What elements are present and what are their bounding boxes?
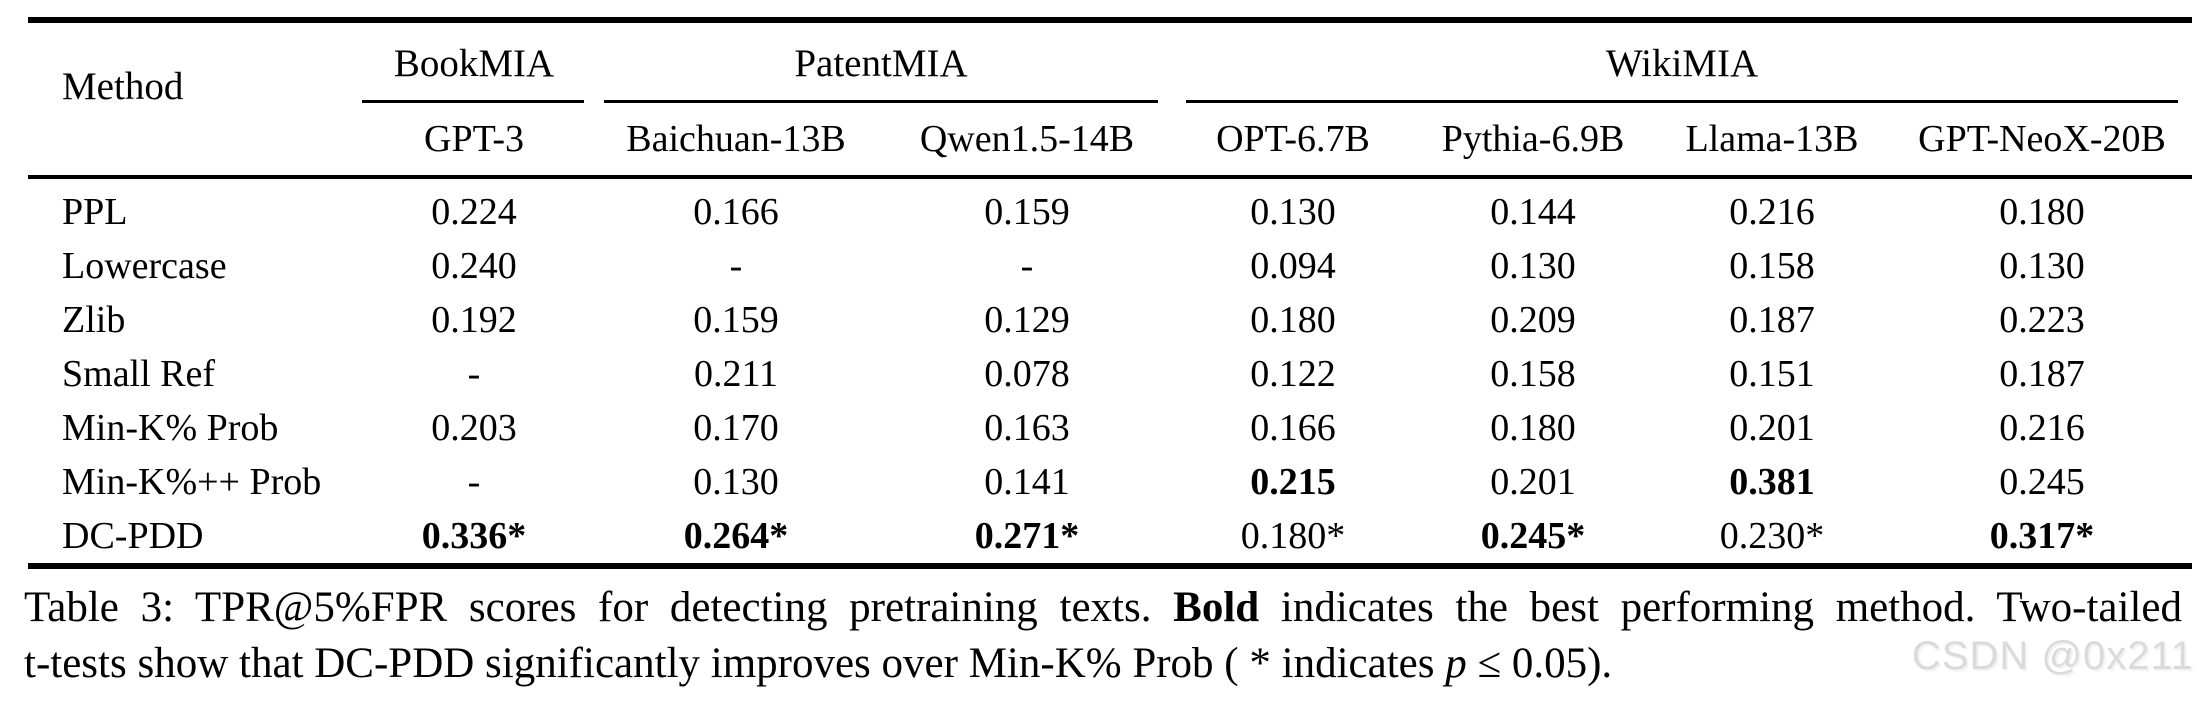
- value-cell: 0.144: [1490, 191, 1576, 233]
- method-cell: Zlib: [62, 299, 126, 341]
- value-cell: 0.129: [984, 299, 1070, 341]
- method-cell: Lowercase: [62, 245, 227, 287]
- table-row-minkprob: Min-K% Prob 0.203 0.170 0.163 0.166 0.18…: [28, 401, 2192, 455]
- table-row-ppl: PPL 0.224 0.166 0.159 0.130 0.144 0.216 …: [28, 177, 2192, 239]
- table-row-zlib: Zlib 0.192 0.159 0.129 0.180 0.209 0.187…: [28, 293, 2192, 347]
- method-cell: Min-K%++ Prob: [62, 461, 322, 503]
- value-cell: -: [467, 461, 481, 503]
- caption-bold-word: Bold: [1173, 584, 1260, 631]
- value-cell: 0.180: [1490, 407, 1576, 449]
- value-cell: 0.130: [1250, 191, 1336, 233]
- value-cell: 0.130: [1999, 245, 2085, 287]
- caption-line-2: t-tests show that DC-PDD significantly i…: [24, 636, 2182, 692]
- group-underline: [1186, 100, 2178, 103]
- value-cell: 0.163: [984, 407, 1070, 449]
- value-cell: 0.192: [431, 299, 517, 341]
- value-cell: -: [467, 353, 481, 395]
- caption-text: ≤ 0.05).: [1466, 640, 1613, 687]
- value-cell: 0.078: [984, 353, 1070, 395]
- model-header-pythia69b: Pythia-6.9B: [1414, 103, 1652, 179]
- group-underline: [604, 100, 1158, 103]
- caption-text: Table 3: TPR@5%FPR scores for detecting …: [24, 584, 1174, 631]
- value-cell: 0.216: [1999, 407, 2085, 449]
- table-caption: Table 3: TPR@5%FPR scores for detecting …: [24, 580, 2182, 692]
- caption-math-p: p: [1445, 640, 1467, 687]
- value-cell: 0.224: [431, 191, 517, 233]
- group-label: PatentMIA: [794, 41, 968, 85]
- model-header-llama13b: Llama-13B: [1652, 103, 1892, 179]
- value-cell: 0.130: [1490, 245, 1576, 287]
- table-row-minkpp: Min-K%++ Prob - 0.130 0.141 0.215 0.201 …: [28, 455, 2192, 509]
- value-cell: 0.223: [1999, 299, 2085, 341]
- value-cell: 0.180: [1999, 191, 2085, 233]
- value-cell: 0.216: [1729, 191, 1815, 233]
- value-cell: 0.211: [693, 353, 779, 395]
- value-cell-best: 0.317*: [1989, 515, 2095, 557]
- value-cell-best: 0.245*: [1480, 515, 1586, 557]
- value-cell: 0.159: [693, 299, 779, 341]
- group-header-patentmia: PatentMIA: [590, 20, 1172, 103]
- group-label: WikiMIA: [1605, 41, 1759, 85]
- model-header-row: GPT-3 Baichuan-13B Qwen1.5-14B OPT-6.7B …: [28, 103, 2192, 179]
- value-cell-best: 0.336*: [421, 515, 527, 557]
- method-cell: PPL: [62, 191, 128, 233]
- value-cell: -: [1020, 245, 1034, 287]
- value-cell: 0.201: [1490, 461, 1576, 503]
- value-cell: 0.245: [1999, 461, 2085, 503]
- group-header-bookmia: BookMIA: [358, 20, 590, 103]
- results-table: Method BookMIA PatentMIA WikiMIA GPT-3 B…: [28, 17, 2192, 569]
- value-cell: 0.166: [1250, 407, 1336, 449]
- value-cell: 0.094: [1250, 245, 1336, 287]
- value-cell: 0.240: [431, 245, 517, 287]
- caption-text: indicates the best performing method. Tw…: [1259, 584, 2182, 631]
- value-cell: 0.170: [693, 407, 779, 449]
- value-cell: 0.151: [1729, 353, 1815, 395]
- table-row-dcpdd: DC-PDD 0.336* 0.264* 0.271* 0.180* 0.245…: [28, 509, 2192, 566]
- value-cell: 0.203: [431, 407, 517, 449]
- group-label: BookMIA: [393, 41, 555, 85]
- csdn-watermark: CSDN @0x211: [1911, 634, 2194, 678]
- value-cell: 0.201: [1729, 407, 1815, 449]
- group-underline: [362, 100, 584, 103]
- value-cell-best: 0.215: [1250, 461, 1336, 503]
- value-cell: 0.209: [1490, 299, 1576, 341]
- value-cell: 0.180: [1250, 299, 1336, 341]
- value-cell: 0.158: [1490, 353, 1576, 395]
- value-cell: -: [729, 245, 743, 287]
- value-cell: 0.230*: [1719, 515, 1825, 557]
- value-cell: 0.187: [1729, 299, 1815, 341]
- value-cell-best: 0.381: [1729, 461, 1815, 503]
- value-cell: 0.166: [693, 191, 779, 233]
- method-cell: Min-K% Prob: [62, 407, 279, 449]
- value-cell: 0.180*: [1240, 515, 1346, 557]
- model-header-gptneox20b: GPT-NeoX-20B: [1892, 103, 2192, 179]
- table-row-smallref: Small Ref - 0.211 0.078 0.122 0.158 0.15…: [28, 347, 2192, 401]
- value-cell: 0.158: [1729, 245, 1815, 287]
- method-cell: DC-PDD: [62, 515, 204, 557]
- group-header-wikimia: WikiMIA: [1172, 20, 2192, 103]
- model-header-gpt3: GPT-3: [358, 103, 590, 179]
- group-header-row: Method BookMIA PatentMIA WikiMIA: [28, 20, 2192, 179]
- method-column-header: Method: [28, 20, 358, 179]
- method-cell: Small Ref: [62, 353, 216, 395]
- value-cell: 0.130: [693, 461, 779, 503]
- value-cell: 0.159: [984, 191, 1070, 233]
- model-header-baichuan13b: Baichuan-13B: [590, 103, 882, 179]
- caption-line-1: Table 3: TPR@5%FPR scores for detecting …: [24, 580, 2182, 636]
- table-row-lowercase: Lowercase 0.240 - - 0.094 0.130 0.158 0.…: [28, 239, 2192, 293]
- model-header-opt67b: OPT-6.7B: [1172, 103, 1414, 179]
- value-cell: 0.141: [984, 461, 1070, 503]
- value-cell-best: 0.264*: [683, 515, 789, 557]
- value-cell: 0.187: [1999, 353, 2085, 395]
- caption-text: t-tests show that DC-PDD significantly i…: [24, 640, 1446, 687]
- value-cell: 0.122: [1250, 353, 1336, 395]
- model-header-qwen15-14b: Qwen1.5-14B: [882, 103, 1172, 179]
- value-cell-best: 0.271*: [974, 515, 1080, 557]
